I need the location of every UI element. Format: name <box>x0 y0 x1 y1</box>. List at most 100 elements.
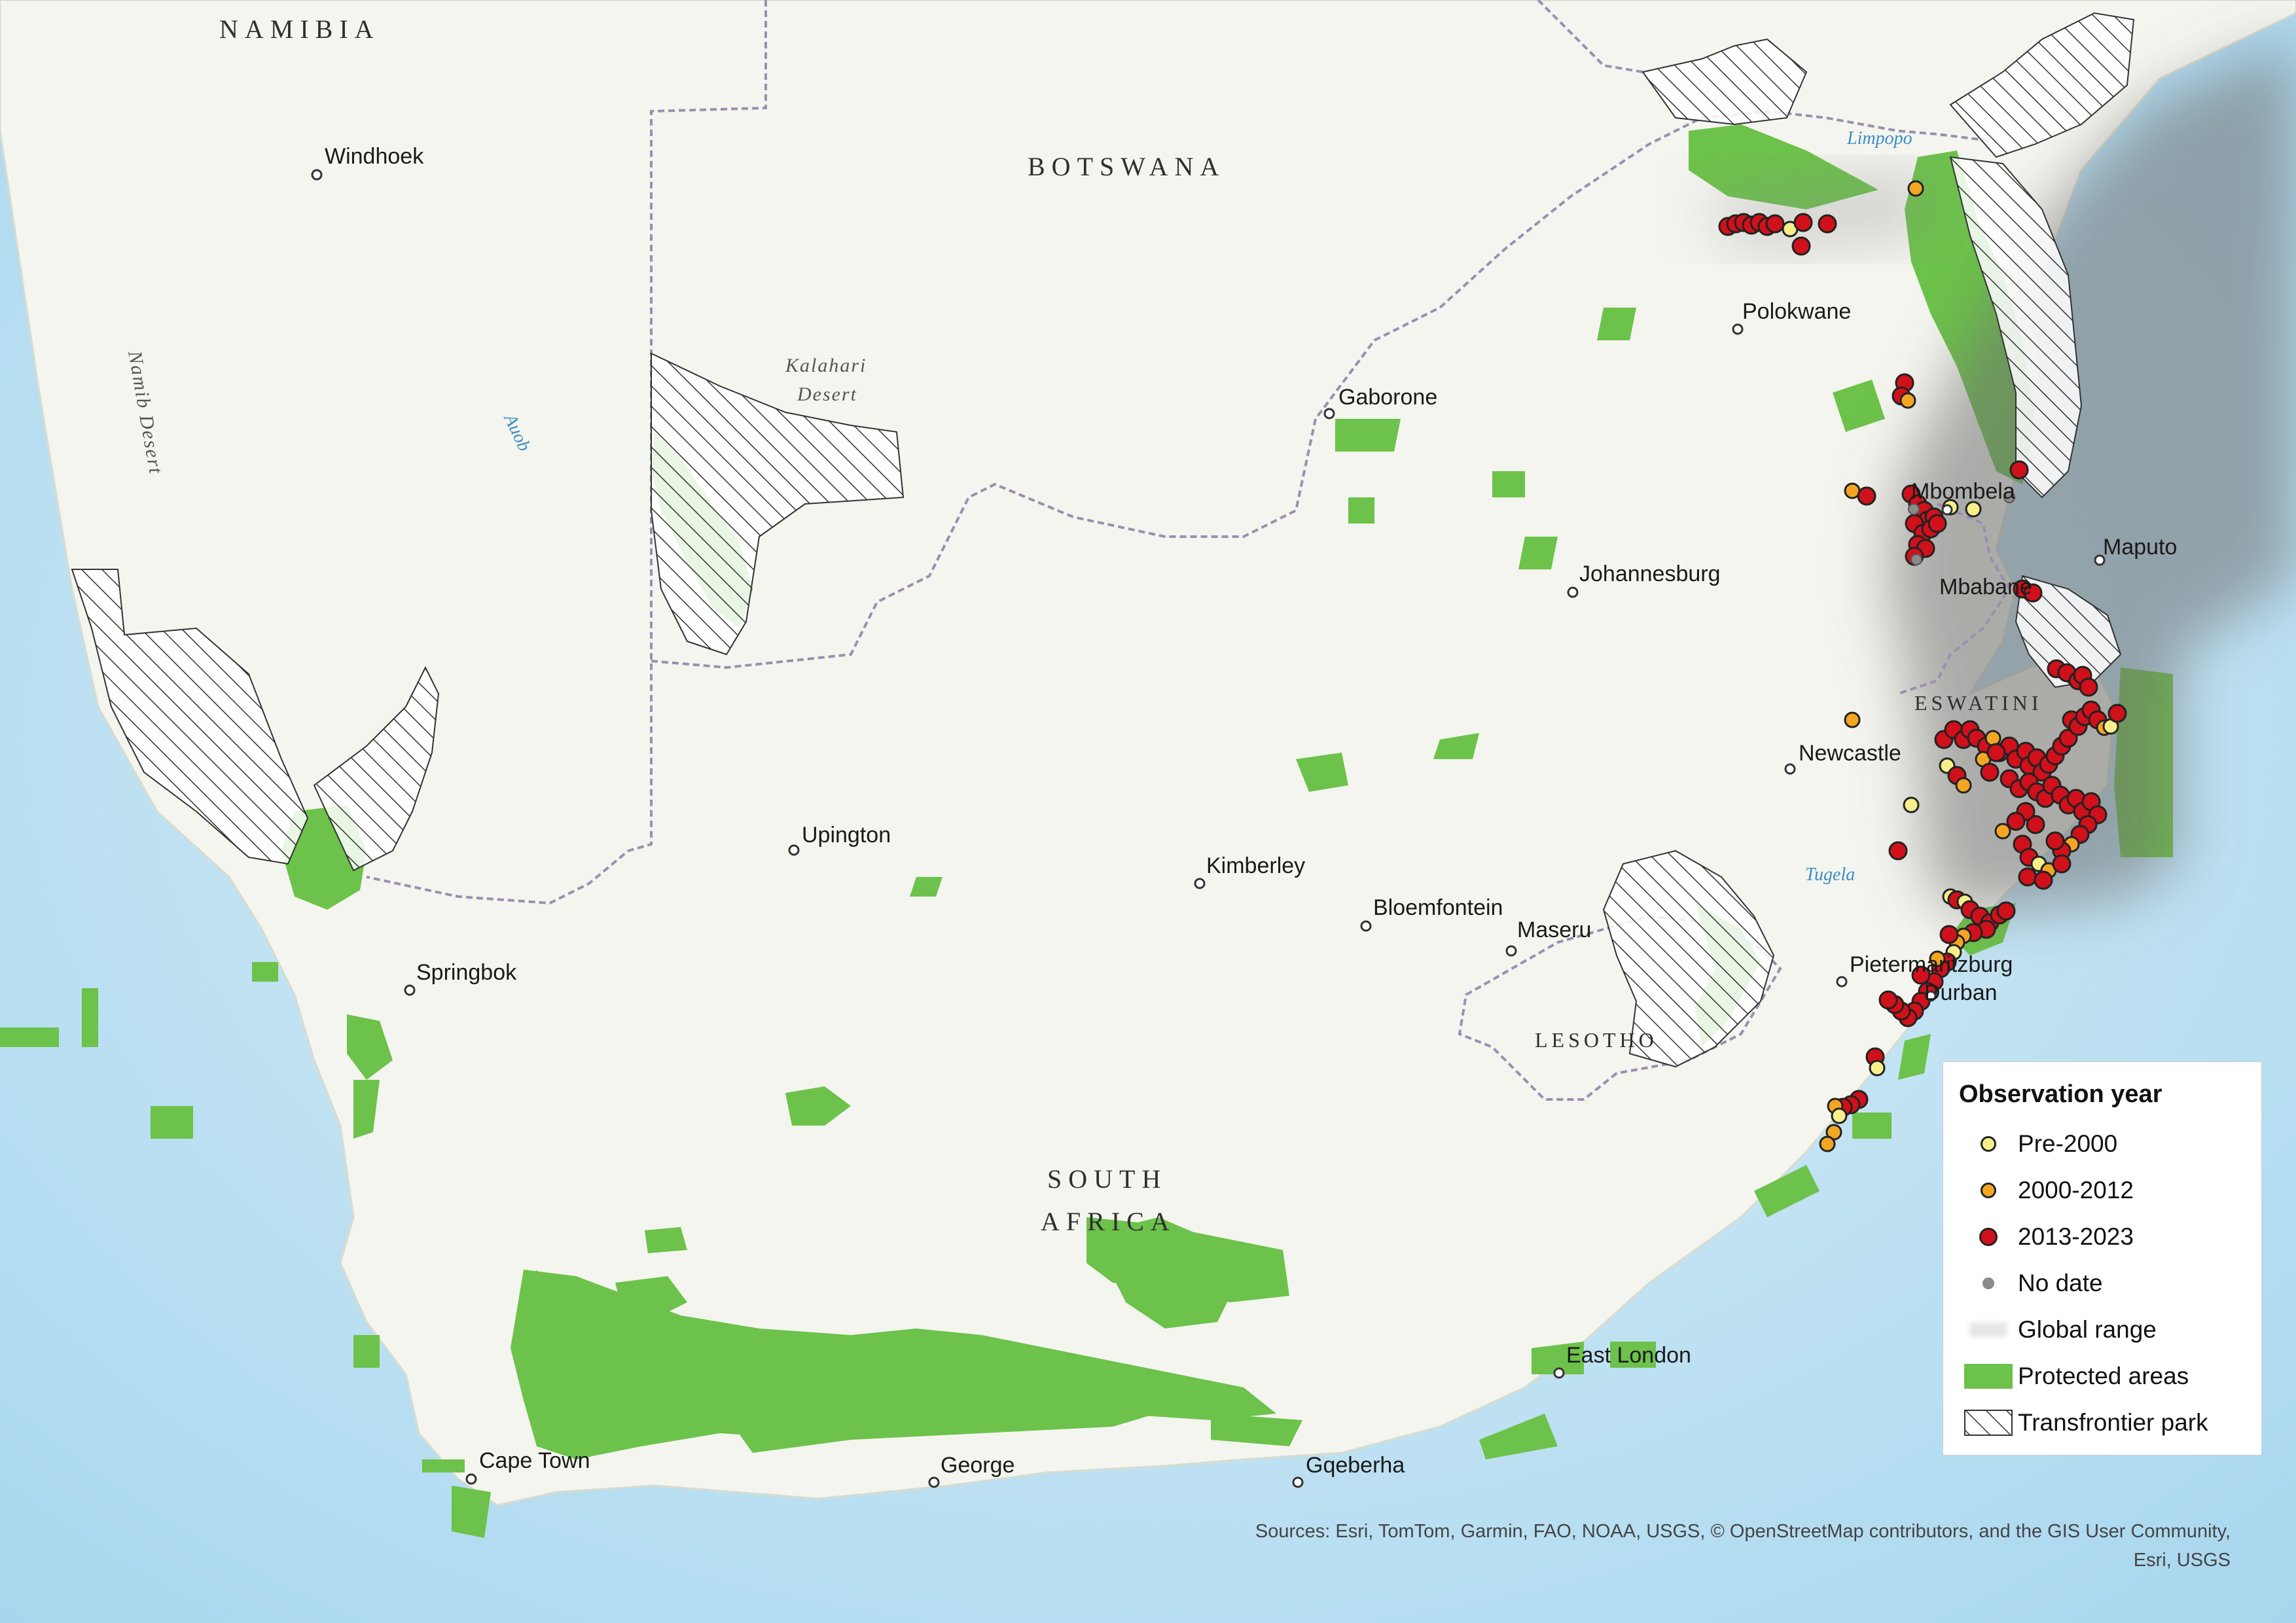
legend-item-protected-areas: Protected areas <box>1959 1353 2246 1399</box>
city-marker-maseru <box>1505 945 1517 957</box>
legend-title: Observation year <box>1959 1080 2162 1108</box>
country-label-south-africa-1: SOUTH <box>1047 1164 1167 1194</box>
city-marker-gqeberha <box>1292 1476 1304 1488</box>
legend-swatch-2013-2023 <box>1979 1227 1998 1246</box>
observation-point <box>1765 214 1785 234</box>
observation-point <box>1899 392 1916 409</box>
city-label-johannesburg: Johannesburg <box>1579 562 1721 586</box>
city-label-mbabane: Mbabane <box>1939 575 2032 599</box>
observation-point <box>1908 503 1920 515</box>
observation-point <box>2079 677 2098 697</box>
observation-point <box>2009 460 2029 480</box>
city-marker-durban <box>1925 990 1937 1002</box>
river-label-limpopo: Limpopo <box>1846 128 1912 149</box>
transfrontier-parks <box>71 12 2135 1068</box>
city-label-george: George <box>941 1453 1014 1478</box>
city-marker-kimberley <box>1194 878 1206 889</box>
city-label-gaborone: Gaborone <box>1338 385 1437 410</box>
sources-line-2: Esri, USGS <box>2133 1550 2231 1571</box>
country-label-eswatini: ESWATINI <box>1914 691 2043 715</box>
observation-point <box>2006 812 2026 831</box>
observation-point <box>2034 870 2053 890</box>
observation-point <box>1907 180 1924 197</box>
city-marker-polokwane <box>1732 323 1744 335</box>
observation-point <box>1878 990 1898 1010</box>
city-marker-cape-town <box>465 1473 477 1485</box>
legend-label: No date <box>2018 1269 2103 1296</box>
observation-point <box>1819 1135 1836 1152</box>
legend-item-global-range: Global range <box>1959 1306 2246 1353</box>
legend-label: 2013-2023 <box>2018 1222 2134 1250</box>
observation-point <box>2108 704 2127 723</box>
observation-point <box>1791 236 1811 256</box>
legend-swatch-transfrontier-park <box>1964 1409 2013 1436</box>
observation-point <box>1980 762 2000 782</box>
observation-point <box>1911 965 1931 985</box>
observation-point <box>2018 867 2037 887</box>
city-marker-johannesburg <box>1567 586 1579 598</box>
observation-points <box>1718 180 2127 1152</box>
legend-item-pre-2000: Pre-2000 <box>1959 1120 2246 1167</box>
city-marker-gaborone <box>1323 408 1335 419</box>
legend-label: Transfrontier park <box>2018 1408 2208 1436</box>
city-label-windhoek: Windhoek <box>325 144 424 169</box>
observation-point <box>1888 841 1908 861</box>
city-marker-upington <box>788 844 800 856</box>
observation-point <box>1844 711 1861 728</box>
observation-point <box>1939 925 1959 944</box>
city-label-springbok: Springbok <box>416 960 517 985</box>
legend-label: Global range <box>2018 1315 2157 1343</box>
city-label-pietermaritzburg: Pietermaritzburg <box>1850 952 2013 977</box>
observation-point <box>1994 823 2011 840</box>
legend-item-2013-2023: 2013-2023 <box>1959 1213 2246 1260</box>
observation-point <box>1996 901 2016 921</box>
country-label-south-africa-2: AFRICA <box>1041 1207 1176 1236</box>
observation-point <box>2023 583 2043 603</box>
city-label-mbombela: Mbombela <box>1911 479 2015 504</box>
observation-point <box>1928 514 1947 533</box>
legend-item-2000-2012: 2000-2012 <box>1959 1167 2246 1213</box>
legend-swatch-pre-2000 <box>1981 1135 1996 1152</box>
legend-label: Protected areas <box>2018 1362 2189 1389</box>
city-markers <box>311 169 2106 1488</box>
legend-swatch-2000-2012 <box>1981 1182 1996 1198</box>
city-label-polokwane: Polokwane <box>1742 299 1851 324</box>
city-label-cape-town: Cape Town <box>479 1448 590 1473</box>
legend-swatch-global-range <box>1965 1318 2011 1341</box>
legend: Observation year Pre-2000 2000-2012 2013… <box>1943 1061 2262 1455</box>
city-label-upington: Upington <box>802 823 891 847</box>
observation-point <box>1929 950 1946 967</box>
observation-point <box>1818 214 1837 234</box>
city-label-east-london: East London <box>1566 1343 1691 1368</box>
legend-label: Pre-2000 <box>2018 1130 2118 1157</box>
observation-point <box>1869 1060 1886 1077</box>
city-marker-springbok <box>404 984 416 996</box>
country-label-namibia: NAMIBIA <box>219 14 380 44</box>
observation-point <box>2045 831 2065 851</box>
city-marker-newcastle <box>1784 763 1796 775</box>
observation-point <box>1965 501 1982 518</box>
city-label-durban: Durban <box>1924 980 1998 1005</box>
observation-point <box>1793 213 1813 232</box>
city-marker-windhoek <box>311 169 323 181</box>
city-label-kimberley: Kimberley <box>1206 853 1305 878</box>
city-label-bloemfontein: Bloemfontein <box>1373 895 1503 920</box>
observation-point <box>2052 854 2072 874</box>
feature-label-kalahari-2: Desert <box>797 383 857 405</box>
legend-swatch-protected-areas <box>1964 1363 2013 1389</box>
country-label-botswana: BOTSWANA <box>1028 152 1225 181</box>
feature-label-kalahari-1: Kalahari <box>785 355 867 376</box>
city-label-newcastle: Newcastle <box>1799 741 1901 766</box>
legend-item-no-date: No date <box>1959 1260 2246 1306</box>
city-marker-maputo <box>2094 554 2106 566</box>
observation-point <box>1955 777 1972 794</box>
observation-point <box>2003 491 2015 503</box>
observation-point <box>1910 554 1922 565</box>
sources-line-1: Sources: Esri, TomTom, Garmin, FAO, NOAA… <box>1255 1521 2231 1542</box>
map-sources: Sources: Esri, TomTom, Garmin, FAO, NOAA… <box>987 1517 2231 1575</box>
city-label-gqeberha: Gqeberha <box>1306 1453 1405 1478</box>
observation-point <box>1857 486 1876 506</box>
river-label-tugela: Tugela <box>1805 865 1855 885</box>
observation-point <box>1986 743 2006 762</box>
